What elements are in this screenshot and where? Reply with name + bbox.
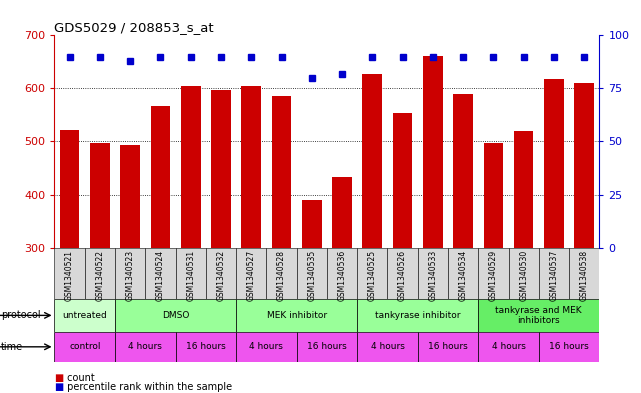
Text: control: control [69, 342, 101, 351]
Text: 16 hours: 16 hours [307, 342, 347, 351]
Text: tankyrase and MEK
inhibitors: tankyrase and MEK inhibitors [495, 306, 582, 325]
Text: GSM1340522: GSM1340522 [96, 250, 104, 301]
FancyBboxPatch shape [327, 248, 357, 299]
Text: 16 hours: 16 hours [549, 342, 589, 351]
Text: GSM1340535: GSM1340535 [307, 250, 316, 301]
FancyBboxPatch shape [236, 248, 267, 299]
FancyBboxPatch shape [267, 248, 297, 299]
FancyBboxPatch shape [297, 332, 357, 362]
FancyBboxPatch shape [569, 248, 599, 299]
FancyBboxPatch shape [146, 248, 176, 299]
FancyBboxPatch shape [478, 248, 508, 299]
Bar [121, 145, 140, 248]
Text: ■: ■ [54, 373, 63, 383]
FancyBboxPatch shape [418, 332, 478, 362]
FancyBboxPatch shape [418, 248, 448, 299]
FancyBboxPatch shape [115, 332, 176, 362]
FancyBboxPatch shape [508, 248, 539, 299]
Bar [453, 94, 473, 248]
Text: GSM1340533: GSM1340533 [428, 250, 437, 301]
FancyBboxPatch shape [54, 332, 115, 362]
FancyBboxPatch shape [448, 248, 478, 299]
Text: GSM1340528: GSM1340528 [277, 250, 286, 301]
FancyBboxPatch shape [539, 248, 569, 299]
FancyBboxPatch shape [236, 299, 357, 332]
Text: time: time [1, 342, 23, 352]
Bar [211, 90, 231, 248]
Bar [483, 143, 503, 248]
Text: GSM1340531: GSM1340531 [186, 250, 196, 301]
FancyBboxPatch shape [236, 332, 297, 362]
Bar [544, 79, 564, 248]
FancyBboxPatch shape [297, 248, 327, 299]
Text: count: count [64, 373, 95, 383]
Bar [60, 130, 79, 248]
Text: 16 hours: 16 hours [428, 342, 468, 351]
Bar [242, 86, 261, 248]
FancyBboxPatch shape [478, 299, 599, 332]
FancyBboxPatch shape [115, 248, 146, 299]
Text: GSM1340527: GSM1340527 [247, 250, 256, 301]
FancyBboxPatch shape [539, 332, 599, 362]
FancyBboxPatch shape [357, 332, 418, 362]
Text: tankyrase inhibitor: tankyrase inhibitor [375, 311, 460, 320]
Text: GDS5029 / 208853_s_at: GDS5029 / 208853_s_at [54, 21, 214, 34]
Text: 4 hours: 4 hours [249, 342, 283, 351]
Text: GSM1340529: GSM1340529 [489, 250, 498, 301]
Text: GSM1340523: GSM1340523 [126, 250, 135, 301]
Text: GSM1340530: GSM1340530 [519, 250, 528, 301]
Text: 16 hours: 16 hours [186, 342, 226, 351]
Text: GSM1340534: GSM1340534 [458, 250, 468, 301]
FancyBboxPatch shape [206, 248, 236, 299]
Bar [90, 143, 110, 248]
FancyBboxPatch shape [357, 299, 478, 332]
Bar [151, 106, 171, 248]
Text: GSM1340536: GSM1340536 [338, 250, 347, 301]
FancyBboxPatch shape [54, 299, 115, 332]
FancyBboxPatch shape [85, 248, 115, 299]
Bar [272, 96, 292, 248]
Text: GSM1340537: GSM1340537 [549, 250, 558, 301]
FancyBboxPatch shape [387, 248, 418, 299]
Text: GSM1340532: GSM1340532 [217, 250, 226, 301]
Bar [574, 83, 594, 248]
Bar [362, 73, 382, 248]
FancyBboxPatch shape [478, 332, 539, 362]
FancyBboxPatch shape [115, 299, 236, 332]
FancyBboxPatch shape [176, 248, 206, 299]
Bar [393, 113, 412, 248]
Text: 4 hours: 4 hours [492, 342, 526, 351]
Text: GSM1340525: GSM1340525 [368, 250, 377, 301]
Text: MEK inhibitor: MEK inhibitor [267, 311, 327, 320]
Text: untreated: untreated [62, 311, 107, 320]
Text: 4 hours: 4 hours [370, 342, 404, 351]
FancyBboxPatch shape [54, 248, 85, 299]
Text: protocol: protocol [1, 310, 40, 320]
Bar [302, 200, 322, 248]
Text: DMSO: DMSO [162, 311, 189, 320]
Text: percentile rank within the sample: percentile rank within the sample [64, 382, 232, 392]
Bar [423, 56, 443, 248]
FancyBboxPatch shape [357, 248, 387, 299]
Bar [332, 177, 352, 248]
Text: GSM1340524: GSM1340524 [156, 250, 165, 301]
Bar [181, 86, 201, 248]
Text: GSM1340526: GSM1340526 [398, 250, 407, 301]
Text: ■: ■ [54, 382, 63, 392]
Bar [514, 131, 533, 248]
Text: 4 hours: 4 hours [128, 342, 162, 351]
Text: GSM1340521: GSM1340521 [65, 250, 74, 301]
FancyBboxPatch shape [176, 332, 236, 362]
Text: GSM1340538: GSM1340538 [579, 250, 588, 301]
